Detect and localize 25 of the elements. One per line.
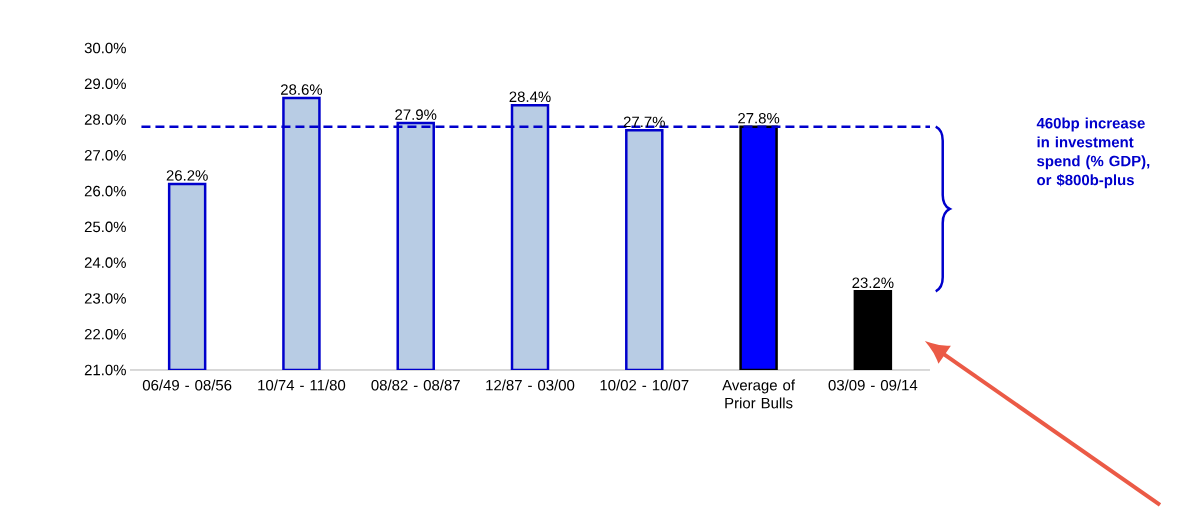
x-tick-label: 10/02 - 10/07 — [600, 379, 689, 391]
y-tick-label: 26.0% — [84, 185, 126, 197]
x-tick-label: 03/09 - 09/14 — [828, 379, 918, 391]
x-tick-label: 10/74 - 11/80 — [258, 379, 346, 391]
data-label: 28.6% — [281, 84, 323, 95]
data-label: 26.2% — [166, 170, 208, 181]
x-tick-label: 06/49 - 08/56 — [142, 379, 232, 391]
y-tick-label: 24.0% — [84, 257, 126, 268]
y-tick-label: 25.0% — [84, 221, 126, 233]
data-label: 27.9% — [395, 109, 437, 120]
x-tick-label: 12/87 - 03/00 — [486, 379, 575, 391]
y-tick-label: 30.0% — [84, 42, 126, 54]
y-tick-label: 28.0% — [84, 114, 126, 125]
data-label: 27.7% — [623, 116, 665, 128]
y-tick-label: 29.0% — [84, 78, 126, 90]
data-label: 28.4% — [509, 91, 551, 103]
x-tick-label: Average of Prior Bulls — [722, 379, 795, 409]
y-tick-label: 23.0% — [84, 293, 126, 304]
y-tick-label: 22.0% — [84, 328, 126, 340]
x-tick-label: 08/82 - 08/87 — [371, 379, 460, 391]
y-tick-label: 21.0% — [84, 364, 126, 376]
data-label: 27.8% — [738, 112, 780, 124]
text: 460bp increase in investment spend (% GDP), or $800b-plus — [1036, 117, 1150, 189]
data-label: 23.2% — [852, 277, 894, 289]
y-tick-label: 27.0% — [84, 150, 126, 161]
